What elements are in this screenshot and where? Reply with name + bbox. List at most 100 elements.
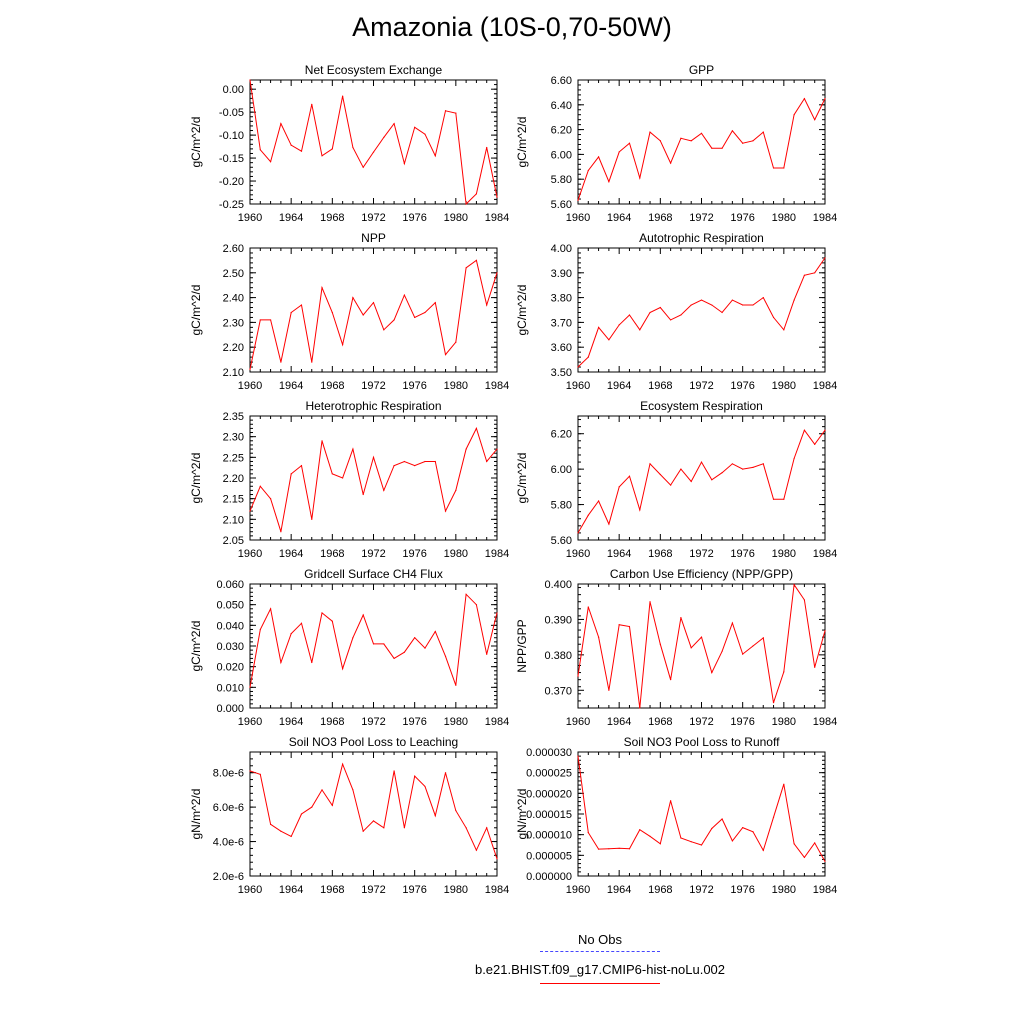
data-point — [742, 468, 744, 470]
plot-frame — [577, 583, 826, 709]
data-point — [814, 443, 816, 445]
x-tick-label: 1968 — [648, 548, 672, 560]
data-point — [342, 668, 344, 670]
data-point — [783, 167, 785, 169]
series-line — [577, 97, 826, 201]
data-point — [711, 827, 713, 830]
x-tick-label: 1968 — [320, 548, 344, 560]
data-point — [465, 267, 467, 269]
panel-title: Gridcell Surface CH4 Flux — [304, 567, 443, 581]
data-point — [311, 103, 313, 105]
x-tick-label: 1968 — [648, 380, 672, 392]
x-tick-label: 1960 — [566, 212, 590, 224]
data-point — [280, 661, 282, 664]
y-tick-label: 2.30 — [223, 317, 244, 329]
y-tick-label: -0.10 — [219, 130, 244, 142]
x-tick-label: 1984 — [813, 380, 837, 392]
x-tick-label: 1968 — [320, 716, 344, 728]
data-point — [352, 448, 354, 450]
y-tick-label: 2.10 — [223, 367, 244, 379]
data-point — [455, 684, 457, 686]
y-tick-label: 3.60 — [551, 342, 572, 354]
data-point — [618, 624, 620, 626]
y-axis-label: NPP/GPP — [515, 619, 529, 672]
panel-title: Ecosystem Respiration — [640, 399, 763, 413]
x-tick-label: 1972 — [361, 380, 385, 392]
y-tick-label: 2.15 — [223, 494, 244, 506]
x-tick-label: 1980 — [772, 716, 796, 728]
y-tick-label: 2.10 — [223, 514, 244, 526]
y-tick-label: 6.60 — [551, 75, 572, 87]
data-point — [424, 460, 426, 463]
data-point — [608, 339, 610, 341]
data-point — [670, 800, 672, 802]
data-point — [496, 612, 498, 614]
y-axis-label: gC/m^2/d — [189, 117, 203, 168]
x-tick-label: 1964 — [279, 716, 303, 728]
data-point — [290, 144, 292, 146]
y-tick-label: 0.000025 — [526, 768, 572, 780]
data-point — [352, 297, 354, 299]
panel-title: Heterotrophic Respiration — [305, 399, 441, 413]
data-point — [803, 856, 806, 859]
data-point — [475, 849, 478, 851]
data-point — [475, 427, 478, 429]
data-point — [393, 123, 395, 125]
x-tick-label: 1984 — [485, 884, 509, 896]
y-tick-label: 3.70 — [551, 317, 572, 329]
data-point — [486, 304, 488, 306]
data-point — [618, 486, 620, 488]
data-point — [352, 637, 354, 639]
x-tick-label: 1968 — [648, 884, 672, 896]
data-point — [383, 827, 385, 829]
data-point — [587, 832, 589, 834]
x-tick-label: 1972 — [689, 548, 713, 560]
data-point — [403, 651, 405, 653]
data-point — [414, 775, 416, 777]
data-point — [465, 203, 467, 205]
x-tick-label: 1968 — [320, 380, 344, 392]
data-point — [711, 304, 713, 306]
data-point — [803, 599, 806, 601]
y-tick-label: -0.15 — [219, 153, 244, 165]
data-point — [414, 316, 416, 319]
data-point — [793, 584, 795, 586]
data-point — [300, 813, 303, 815]
data-point — [280, 361, 282, 363]
x-tick-label: 1960 — [238, 548, 262, 560]
series-line — [249, 427, 498, 532]
y-tick-label: 0.040 — [216, 620, 244, 632]
y-tick-label: -0.25 — [219, 199, 244, 211]
x-tick-label: 1984 — [813, 548, 837, 560]
x-tick-label: 1972 — [689, 716, 713, 728]
data-point — [628, 142, 631, 144]
data-point — [475, 259, 478, 261]
y-tick-label: 6.20 — [551, 125, 572, 137]
data-point — [690, 480, 692, 483]
data-point — [742, 304, 744, 306]
data-point — [269, 823, 272, 825]
data-point — [372, 456, 375, 458]
data-point — [496, 448, 498, 450]
data-point — [772, 702, 775, 704]
data-point — [486, 827, 488, 829]
data-point — [783, 498, 785, 500]
data-point — [465, 827, 467, 829]
data-point — [311, 518, 313, 520]
y-tick-label: 0.00 — [223, 84, 244, 96]
series-line — [249, 79, 498, 206]
x-tick-label: 1972 — [361, 884, 385, 896]
data-point — [690, 304, 692, 306]
data-point — [659, 643, 661, 645]
y-tick-label: 0.000030 — [526, 747, 572, 759]
data-point — [444, 772, 447, 774]
data-point — [311, 806, 313, 808]
data-point — [424, 785, 426, 788]
data-point — [383, 643, 385, 645]
data-point — [711, 671, 713, 674]
data-point — [772, 498, 775, 500]
legend: No Obs b.e21.BHIST.f09_g17.CMIP6-hist-no… — [440, 932, 760, 988]
y-tick-label: 2.20 — [223, 342, 244, 354]
data-point — [762, 297, 764, 299]
data-point — [434, 630, 436, 633]
